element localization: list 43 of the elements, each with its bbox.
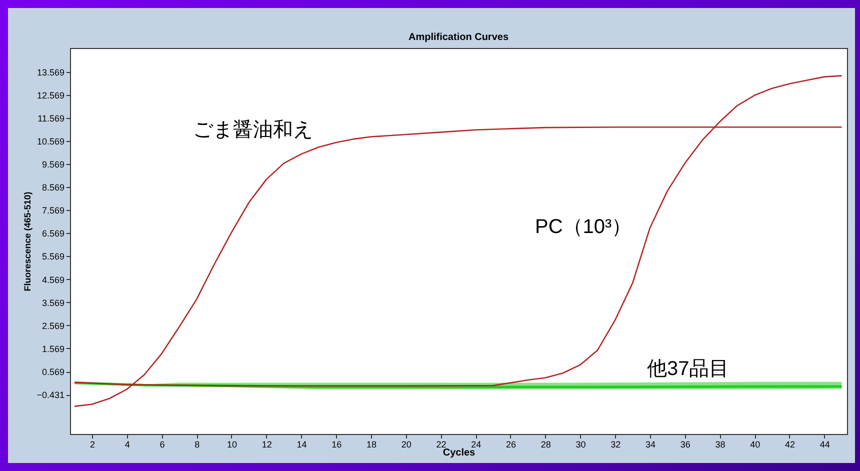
x-tick-label: 30: [576, 440, 586, 450]
y-tick-label: 13.569: [36, 67, 64, 78]
x-tick-label: 38: [715, 440, 726, 450]
x-tick-label: 34: [645, 440, 656, 450]
y-tick-label: 6.569: [42, 228, 64, 239]
y-tick-label: 0.569: [42, 367, 64, 378]
y-tick-label: 8.569: [42, 182, 64, 193]
x-tick-label: 36: [680, 440, 690, 450]
series-label: 他37品目: [647, 358, 730, 380]
x-tick-label: 16: [332, 440, 342, 450]
y-tick-label: 10.569: [36, 136, 64, 146]
y-axis-title: Fluorescence (465-510): [22, 192, 33, 292]
x-tick-label: 10: [226, 440, 237, 450]
y-tick-label: 7.569: [42, 206, 64, 216]
y-tick-label: 4.569: [42, 274, 64, 285]
x-tick-label: 44: [820, 440, 830, 450]
x-tick-label: 2: [90, 440, 95, 450]
x-tick-label: 12: [262, 440, 272, 450]
x-tick-label: 40: [750, 440, 760, 450]
y-tick-label: 3.569: [42, 298, 64, 308]
series-label: PC（10³）: [535, 216, 632, 238]
x-tick-label: 18: [366, 440, 376, 450]
x-axis-title: Cycles: [442, 448, 476, 458]
y-tick-label: 5.569: [42, 252, 64, 262]
x-tick-label: 24: [471, 440, 482, 450]
y-tick-label: −0.431: [36, 390, 64, 400]
x-tick-label: 8: [194, 440, 200, 450]
x-tick-label: 42: [784, 440, 795, 450]
x-tick-label: 6: [160, 440, 165, 450]
y-tick-label: 11.569: [38, 113, 64, 124]
x-tick-label: 28: [540, 440, 551, 450]
y-tick-label: 12.569: [36, 90, 64, 100]
y-tick-label: 9.569: [42, 160, 64, 170]
x-tick-label: 32: [610, 440, 621, 450]
x-tick-label: 26: [506, 440, 516, 450]
x-tick-label: 14: [296, 440, 307, 450]
x-tick-label: 22: [436, 440, 446, 450]
y-tick-label: 1.569: [42, 344, 64, 354]
series-label: ごま醤油和え: [193, 119, 313, 141]
x-tick-label: 20: [401, 440, 412, 450]
x-tick-label: 4: [124, 440, 130, 450]
chart-title: Amplification Curves: [408, 32, 509, 43]
y-tick-label: 2.569: [42, 320, 64, 331]
